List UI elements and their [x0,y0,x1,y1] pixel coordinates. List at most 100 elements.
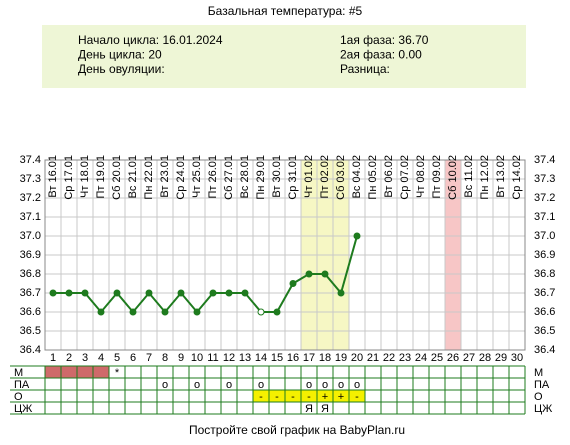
x-date-label: Чт 01.02 [303,155,315,198]
temperature-point [321,270,329,278]
day-number: 21 [367,352,379,364]
row-label: М [14,367,23,379]
x-date-label: Чт 08.02 [415,155,427,198]
table-cell: Я [321,403,329,415]
table-cell: - [355,391,359,403]
info-text: 1ая фаза: 36.70 [340,33,429,47]
x-date-label: Пт 02.02 [319,155,331,199]
table-fill [93,366,109,378]
y-tick-label: 36.5 [20,325,41,337]
row-label: ПА [14,379,30,391]
day-number: 8 [162,352,168,364]
table-fill [285,390,301,402]
y-tick-label: 36.6 [20,306,41,318]
day-number: 25 [431,352,443,364]
table-cell: Я [305,403,313,415]
temperature-point [161,308,169,316]
x-date-label: Вт 06.02 [383,155,395,198]
day-number: 12 [223,352,235,364]
table-cell: o [226,379,232,391]
table-fill [77,366,93,378]
day-number: 6 [130,352,136,364]
day-number: 20 [351,352,363,364]
day-number: 1 [50,352,56,364]
plot-border [44,159,526,351]
table-cell: o [194,379,200,391]
table-fill [301,390,317,402]
day-number: 28 [479,352,491,364]
day-number: 3 [82,352,88,364]
day-number: 22 [383,352,395,364]
day-number: 14 [255,352,267,364]
y-tick-label-right: 36.9 [534,249,555,261]
row-label-right: ПА [534,379,550,391]
x-date-label: Пт 26.01 [207,155,219,199]
y-tick-label-right: 37.2 [534,192,555,204]
table-cell: o [306,379,312,391]
x-date-label: Ср 31.01 [287,155,299,200]
table-fill [317,390,333,402]
temperature-point [289,280,297,287]
row-label: О [14,391,23,403]
temperature-point [353,232,361,240]
day-number: 13 [239,352,251,364]
table-cell: - [291,391,295,403]
day-number: 15 [271,352,283,364]
footer: Постройте свой график на BabyPlan.ru [189,423,405,437]
row-label-right: ЦЖ [534,403,552,415]
table-cell: o [162,379,168,391]
temperature-point [257,308,265,316]
x-date-label: Ср 07.02 [399,155,411,200]
x-date-label: Вт 30.01 [271,155,283,198]
x-date-label: Пт 09.02 [431,155,443,199]
info-text: 2ая фаза: 0.00 [340,48,422,62]
temperature-point [97,308,105,316]
y-tick-label-right: 36.4 [534,344,555,356]
day-number: 9 [178,352,184,364]
temperature-point [49,289,57,297]
y-tick-label-right: 36.8 [534,268,555,280]
table-cell: o [258,379,264,391]
x-date-label: Вт 13.02 [495,155,507,198]
day-number: 29 [495,352,507,364]
day-number: 11 [207,352,218,364]
day-number: 23 [399,352,411,364]
day-number: 16 [287,352,299,364]
y-tick-label-right: 36.6 [534,306,555,318]
y-tick-label-right: 37.0 [534,230,555,242]
x-date-label: Ср 24.01 [175,155,187,200]
info-box [42,25,526,88]
info-text: День цикла: 20 [78,48,162,62]
temperature-point [305,270,313,278]
table-cell: o [322,379,328,391]
x-date-label: Вс 21.01 [127,155,139,198]
temperature-point [113,289,121,297]
info-text: Начало цикла: 16.01.2024 [78,33,223,47]
x-date-label: Сб 20.01 [111,155,123,200]
day-number: 19 [335,352,347,364]
row-label-right: О [534,391,543,403]
y-tick-label: 36.7 [20,287,41,299]
y-tick-label: 36.8 [20,268,41,280]
x-date-label: Чт 18.01 [79,155,91,198]
table-fill [61,366,77,378]
y-tick-label: 36.9 [20,249,41,261]
table-cell: + [338,391,344,403]
x-date-label: Вс 28.01 [239,155,251,198]
x-date-label: Пт 19.01 [95,155,107,199]
table-fill [349,390,365,402]
day-number: 10 [191,352,203,364]
temperature-point [81,289,89,297]
day-number: 24 [415,352,427,364]
table-fill [253,390,269,402]
x-date-label: Чт 25.01 [191,155,203,198]
y-tick-label: 37.2 [20,192,41,204]
table-cell: * [115,367,120,379]
table-cell: - [307,391,311,403]
day-number: 27 [463,352,475,364]
row-label: ЦЖ [14,403,32,415]
temperature-point [193,308,201,316]
day-number: 7 [146,352,152,364]
x-date-label: Пн 12.02 [479,155,491,200]
